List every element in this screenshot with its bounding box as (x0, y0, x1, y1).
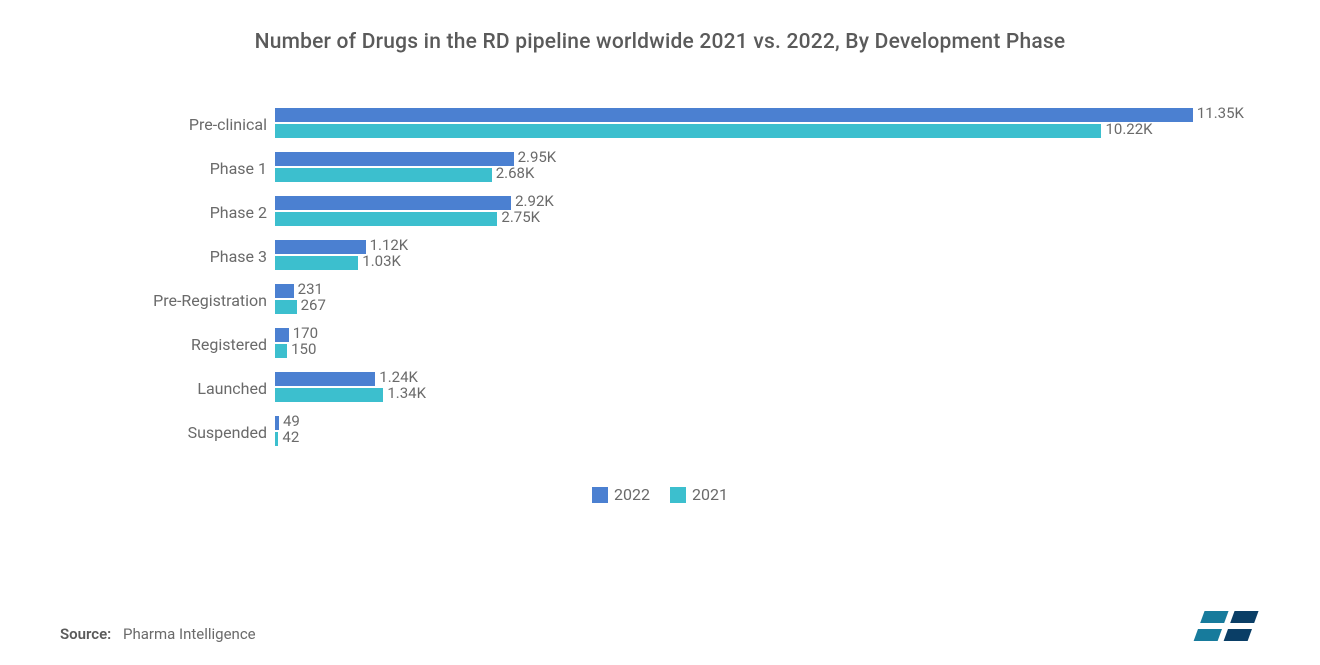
bar-2021 (275, 300, 297, 314)
chart-row: Launched1.24K1.34K (60, 366, 1260, 410)
chart-plot-area: Pre-clinical 11.35K 10.22K Phase 12.95K2.68… (60, 102, 1260, 482)
chart-title: Number of Drugs in the RD pipeline world… (60, 30, 1260, 54)
bar-2021 (275, 388, 383, 402)
bar-2022 (275, 152, 514, 166)
bars-column: 2.95K2.68K (275, 146, 1260, 190)
bars-column: 2.92K2.75K (275, 190, 1260, 234)
value-label: 2.68K (496, 164, 535, 182)
bars-column: 11.35K 10.22K (275, 102, 1260, 146)
source-line: Source: Pharma Intelligence (60, 625, 256, 643)
legend-label: 2021 (692, 485, 728, 504)
value-label: 1.03K (362, 252, 401, 270)
chart-row: Phase 22.92K2.75K (60, 190, 1260, 234)
category-label: Phase 1 (60, 159, 275, 178)
chart-row: Phase 12.95K2.68K (60, 146, 1260, 190)
chart-legend: 2022 2021 (0, 485, 1320, 507)
bar-2022 (275, 108, 1193, 122)
bar-2021 (275, 432, 278, 446)
value-label: 10.22K (1105, 120, 1152, 138)
bars-column: 1.12K1.03K (275, 234, 1260, 278)
bar-2021 (275, 212, 497, 226)
bars-column: 1.24K1.34K (275, 366, 1260, 410)
chart-row: Suspended4942 (60, 410, 1260, 454)
chart-container: Number of Drugs in the RD pipeline world… (0, 0, 1320, 665)
category-label: Registered (60, 335, 275, 354)
bar-2022 (275, 372, 375, 386)
category-label: Pre-clinical (60, 115, 275, 134)
value-label: 150 (291, 340, 316, 358)
bar-2022 (275, 284, 294, 298)
category-label: Pre-Registration (60, 291, 275, 310)
value-label: 42 (282, 428, 299, 446)
source-prefix: Source: (60, 625, 111, 643)
bar-2022 (275, 196, 511, 210)
bars-column: 231267 (275, 278, 1260, 322)
value-label: 2.75K (501, 208, 540, 226)
category-label: Phase 3 (60, 247, 275, 266)
category-label: Suspended (60, 423, 275, 442)
bar-2021 (275, 256, 358, 270)
bar-2021 (275, 124, 1101, 138)
chart-row: Pre-clinical 11.35K 10.22K (60, 102, 1260, 146)
legend-swatch (592, 487, 608, 503)
value-label: 1.34K (387, 384, 426, 402)
chart-row: Registered170150 (60, 322, 1260, 366)
bars-column: 170150 (275, 322, 1260, 366)
bars-column: 4942 (275, 410, 1260, 454)
bar-2022 (275, 240, 366, 254)
brand-logo (1188, 607, 1260, 651)
source-text: Pharma Intelligence (123, 625, 256, 643)
bar-2021 (275, 168, 492, 182)
legend-label: 2022 (614, 485, 650, 504)
value-label: 11.35K (1197, 104, 1244, 122)
chart-row: Phase 31.12K1.03K (60, 234, 1260, 278)
bar-2022 (275, 328, 289, 342)
category-label: Phase 2 (60, 203, 275, 222)
legend-item: 2021 (670, 485, 728, 504)
legend-item: 2022 (592, 485, 650, 504)
bar-2022 (275, 416, 279, 430)
bar-2021 (275, 344, 287, 358)
value-label: 267 (301, 296, 326, 314)
legend-swatch (670, 487, 686, 503)
category-label: Launched (60, 379, 275, 398)
chart-row: Pre-Registration231267 (60, 278, 1260, 322)
